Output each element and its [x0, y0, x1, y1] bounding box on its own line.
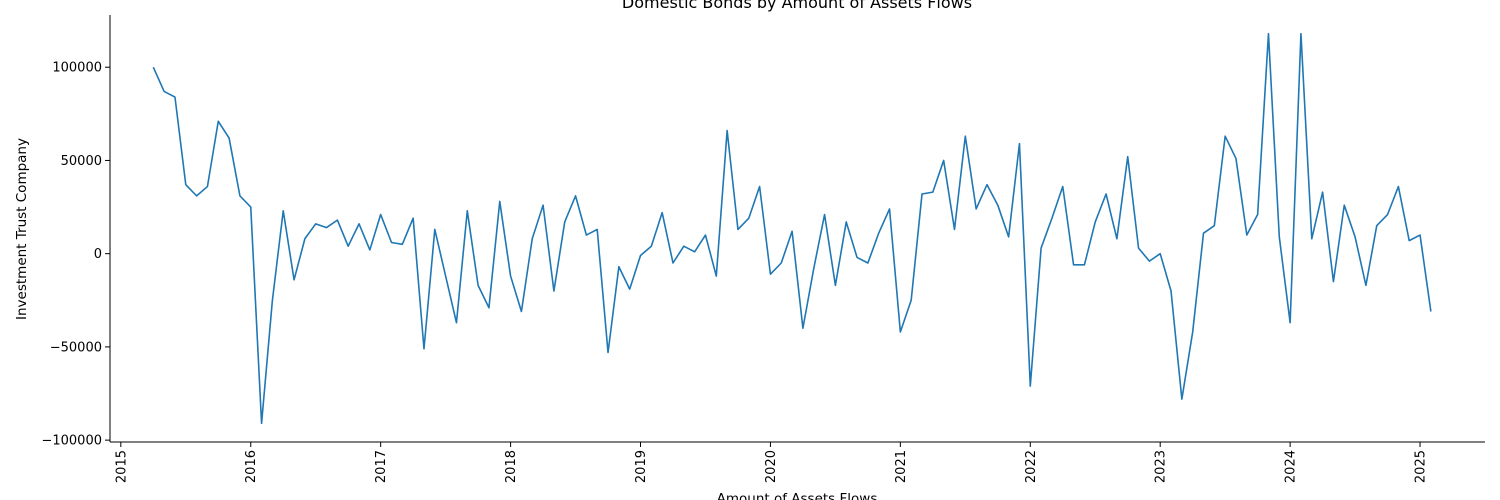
x-tick-label: 2022: [1024, 450, 1039, 483]
x-tick-label: 2023: [1154, 450, 1169, 483]
x-tick-label: 2018: [504, 450, 519, 483]
series-line: [152, 32, 1432, 425]
y-tick-label: 50000: [61, 154, 102, 169]
x-tick-label: 2019: [634, 450, 649, 483]
y-tick-label: 100000: [52, 61, 102, 76]
x-tick-label: 2020: [764, 450, 779, 483]
x-axis-title: Amount of Assets Flows: [717, 491, 878, 500]
y-axis-title: Investment Trust Company: [14, 138, 30, 320]
x-tick-label: 2025: [1414, 450, 1429, 483]
x-tick-label: 2017: [374, 450, 389, 483]
chart-title: Domestic Bonds by Amount of Assets Flows: [622, 0, 972, 12]
x-axis-ticks: 2015 2016 2017 2018 2019 2020 2021 2022 2023 2024…: [114, 442, 1429, 483]
x-tick-label: 2021: [894, 450, 909, 483]
y-tick-label: −100000: [41, 434, 102, 449]
x-tick-label: 2016: [244, 450, 259, 483]
plot-area: [152, 32, 1432, 425]
y-tick-label: 0: [94, 247, 102, 262]
y-axis-ticks: −100000 −50000 0 50000 100000: [41, 61, 110, 449]
x-tick-label: 2024: [1284, 450, 1299, 483]
x-tick-label: 2015: [114, 450, 129, 483]
y-tick-label: −50000: [50, 340, 102, 355]
